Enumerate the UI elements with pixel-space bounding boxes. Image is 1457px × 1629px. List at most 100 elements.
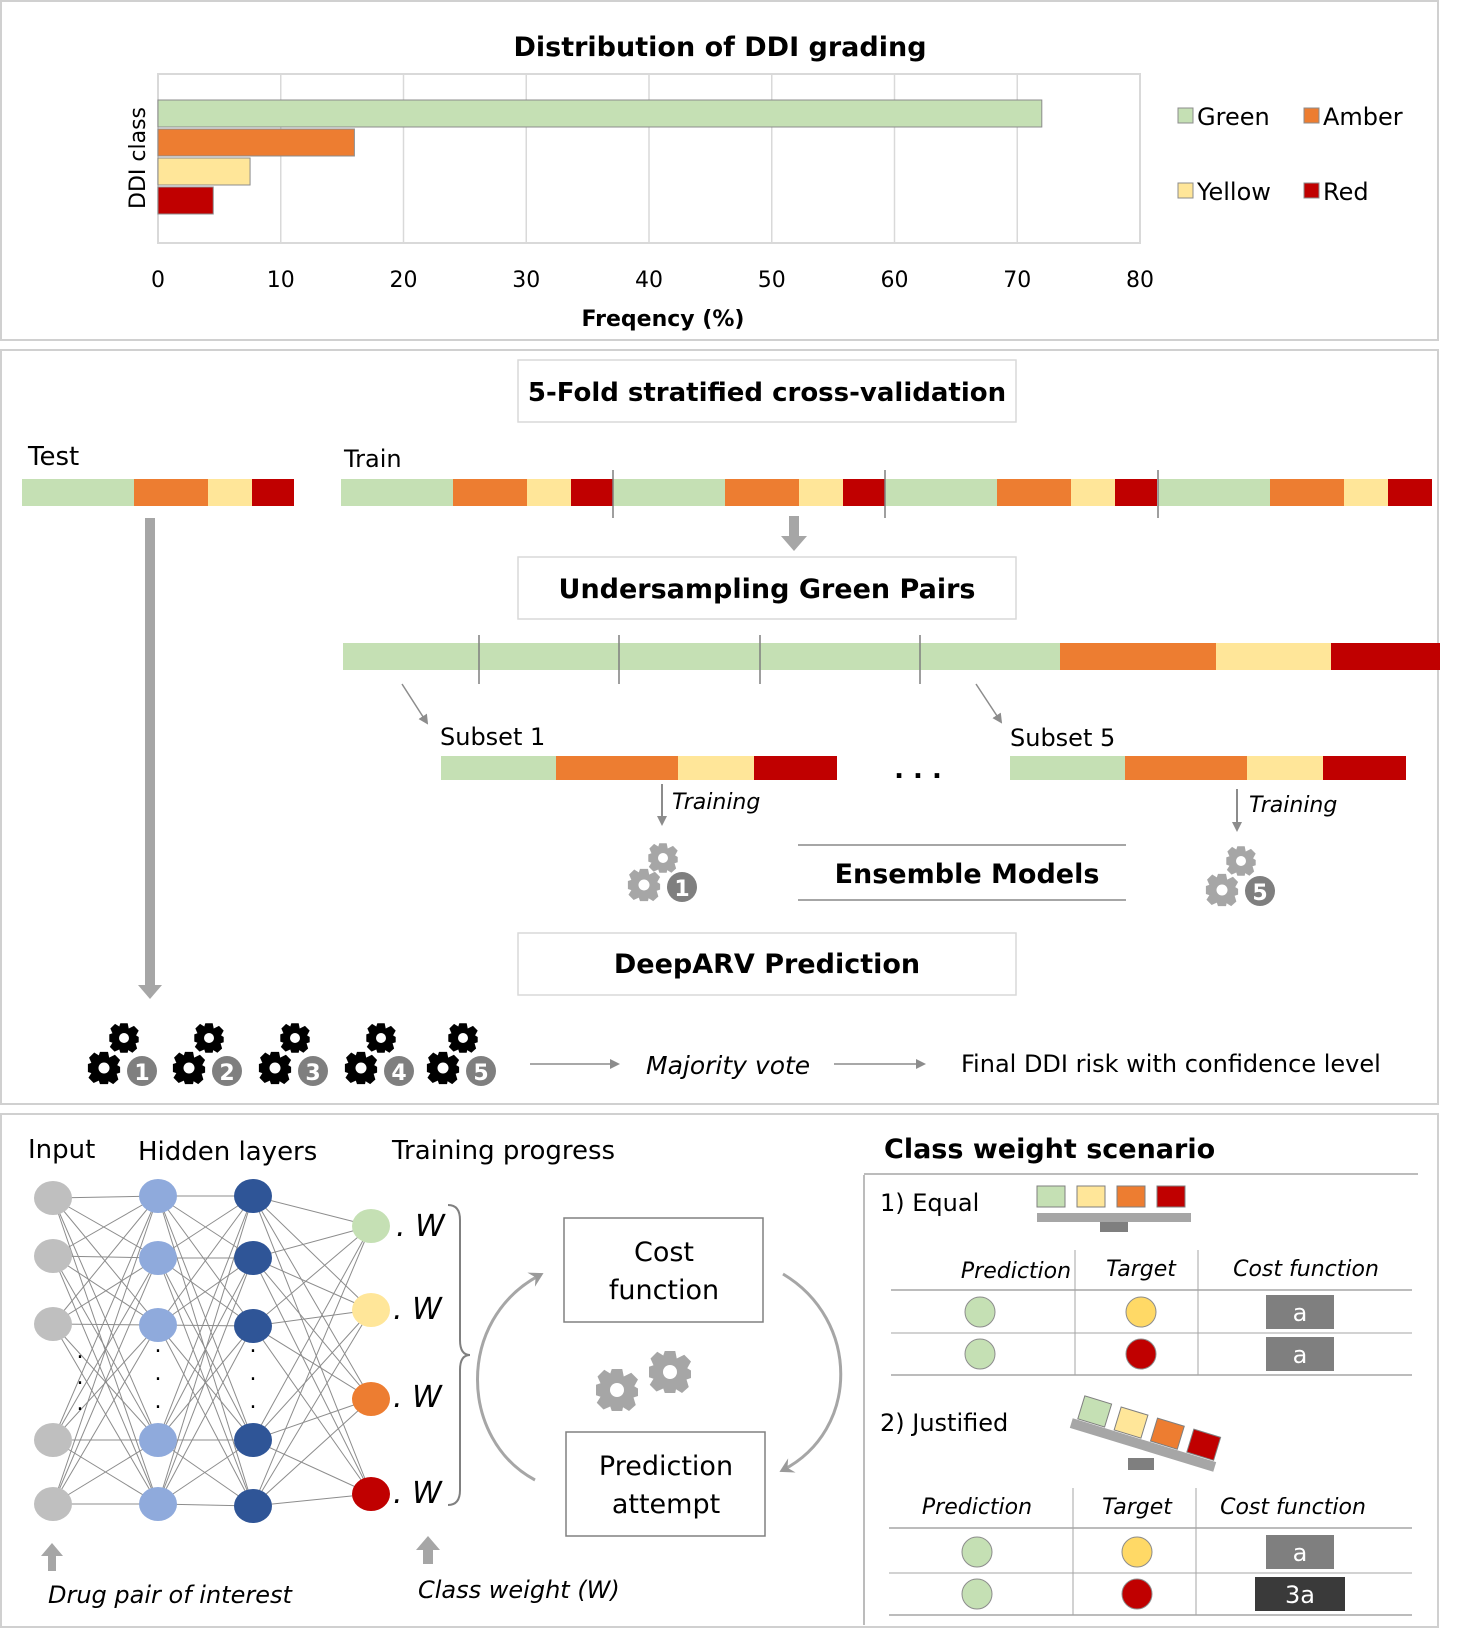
segment-green [22, 479, 134, 506]
cost-box [1255, 1577, 1345, 1611]
connection [252, 1225, 372, 1507]
segment-yellow [208, 479, 252, 506]
segment-green [1010, 756, 1125, 780]
hidden-node [139, 1241, 177, 1275]
prediction-circle [964, 1296, 996, 1328]
output-node [352, 1382, 390, 1416]
training5-label: Training [1249, 793, 1337, 818]
justified-label: 2) Justified [880, 1409, 1008, 1437]
segment-red [754, 756, 837, 780]
justified-scale-icon [1069, 1395, 1222, 1472]
equal-col-target: Target [1106, 1257, 1177, 1282]
final-label: Final DDI risk with confidence level [961, 1050, 1381, 1078]
model-number: 5 [1252, 881, 1267, 906]
connection [252, 1398, 372, 1441]
output-weight-label: . W [393, 1380, 443, 1415]
hidden-node [234, 1423, 272, 1457]
deeparv-box [517, 932, 1017, 996]
connection [157, 1195, 254, 1326]
gear-hole [458, 1033, 468, 1043]
segment-green [885, 479, 997, 506]
justified-table: a 3a [889, 1488, 1412, 1616]
cv-title: 5-Fold stratified cross-validation [528, 378, 1006, 408]
ellipsis-dot: . [77, 1365, 84, 1390]
training1-label: Training [672, 790, 760, 815]
segment-green [441, 756, 556, 780]
ensemble-gears: 1 2 3 4 5 [87, 1023, 496, 1086]
x-tick-label: 0 [151, 268, 165, 293]
x-tick-label: 20 [390, 268, 418, 293]
y-axis-label: DDI class [126, 107, 151, 209]
segment-green [341, 479, 453, 506]
connection [52, 1324, 159, 1441]
hidden-node [139, 1487, 177, 1521]
gear-hole [119, 1033, 129, 1043]
output-weights: . W . W . W . W [393, 1209, 446, 1511]
input-label: Input [28, 1135, 95, 1165]
subset5-label: Subset 5 [1010, 724, 1115, 752]
bar-red [157, 186, 214, 215]
connection [157, 1325, 254, 1441]
weight-up-arrow-icon [416, 1536, 440, 1564]
train-label: Train [343, 445, 402, 473]
output-node [352, 1293, 390, 1327]
subset1-label: Subset 1 [440, 723, 545, 751]
ellipsis-dot: . [77, 1339, 84, 1364]
test-label: Test [27, 442, 79, 472]
gear-hole [269, 1062, 281, 1074]
cost-value: a [1293, 1341, 1308, 1369]
drug-pair-label: Drug pair of interest [48, 1581, 293, 1609]
segment-yellow [1247, 756, 1323, 780]
connection [52, 1324, 159, 1505]
connection [157, 1195, 254, 1441]
input-node [34, 1487, 72, 1521]
prediction-attempt-line2: attempt [612, 1489, 720, 1520]
train-bar [341, 470, 1432, 518]
cv-title-box [517, 359, 1017, 423]
segment-red [1388, 479, 1432, 506]
segment-red [1331, 643, 1440, 670]
connection [52, 1195, 159, 1441]
model-number: 3 [305, 1061, 320, 1086]
connection [252, 1225, 372, 1327]
cost-function-line1: Cost [634, 1237, 694, 1268]
gear-number-badge [384, 1056, 414, 1086]
bar-amber [157, 128, 355, 157]
hidden-node [139, 1308, 177, 1342]
segment-amber [453, 479, 527, 506]
equal-col-cost: Cost function [1233, 1257, 1379, 1282]
model-number: 5 [473, 1061, 488, 1086]
segment-yellow [678, 756, 754, 780]
connection [252, 1195, 372, 1311]
ellipsis-dot: . [250, 1333, 257, 1358]
segment-amber [1270, 479, 1344, 506]
segment-amber [725, 479, 799, 506]
segment-amber [997, 479, 1071, 506]
hidden-node [234, 1309, 272, 1343]
segment-red [1115, 479, 1157, 506]
connection [52, 1195, 159, 1325]
segment-amber [556, 756, 678, 780]
model-number: 1 [134, 1061, 149, 1086]
connection [252, 1398, 372, 1507]
connection [252, 1309, 372, 1327]
connection [252, 1225, 372, 1259]
ellipsis-dot: . [77, 1391, 84, 1416]
gear-model-1-icon: 1 [627, 843, 697, 902]
subset1-arrow [401, 683, 429, 725]
prediction-circle [961, 1578, 993, 1610]
down-arrow-icon [781, 516, 807, 551]
gear-number-badge [298, 1056, 328, 1086]
target-circle [1121, 1578, 1153, 1610]
ellipsis-dot: . [155, 1389, 162, 1414]
cycle-arrow-left [476, 1272, 544, 1482]
scale-square [1113, 1406, 1149, 1439]
chart-title: Distribution of DDI grading [513, 32, 926, 63]
subset1-bar [441, 756, 837, 780]
input-node [34, 1423, 72, 1457]
model-number: 4 [391, 1061, 406, 1086]
weights-brace [447, 1204, 471, 1506]
cost-value: 3a [1285, 1581, 1315, 1609]
connection [252, 1309, 372, 1441]
